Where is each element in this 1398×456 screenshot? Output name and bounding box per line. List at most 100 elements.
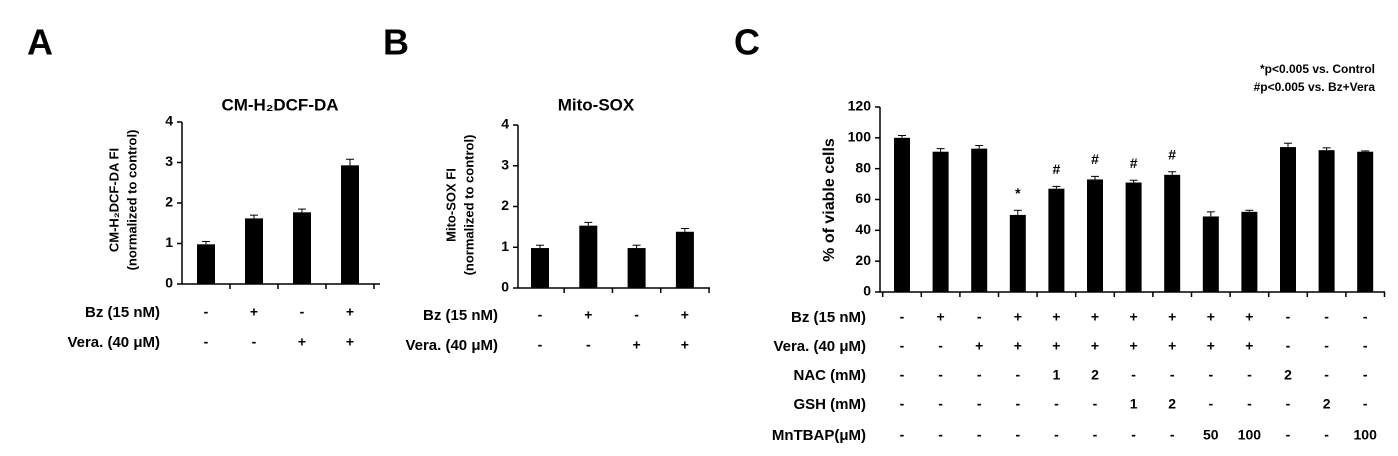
treatment-cell: - bbox=[1247, 396, 1252, 412]
treatment-cell: 1 bbox=[1130, 396, 1138, 412]
y-tick-label: 3 bbox=[501, 156, 509, 172]
treatment-cell: 1 bbox=[1053, 367, 1061, 383]
treatment-cell: + bbox=[681, 337, 689, 353]
y-tick-label: 40 bbox=[855, 221, 871, 237]
treatment-cell: 50 bbox=[1203, 427, 1219, 443]
bar bbox=[1318, 150, 1335, 292]
treatment-cell: - bbox=[204, 304, 209, 320]
treatment-cell: + bbox=[681, 307, 689, 323]
treatment-cell: 100 bbox=[1354, 427, 1378, 443]
y-tick-label: 0 bbox=[863, 283, 871, 299]
y-axis-label: % of viable cells bbox=[821, 138, 838, 262]
bar bbox=[971, 148, 988, 292]
treatment-cell: - bbox=[1286, 427, 1291, 443]
treatment-cell: - bbox=[938, 367, 943, 383]
y-tick-label: 1 bbox=[501, 238, 509, 254]
treatment-cell: - bbox=[252, 334, 257, 350]
treatment-cell: - bbox=[900, 396, 905, 412]
treatment-cell: - bbox=[1208, 396, 1213, 412]
treatment-cell: - bbox=[1131, 367, 1136, 383]
treatment-cell: - bbox=[1324, 427, 1329, 443]
bar bbox=[1048, 188, 1065, 292]
bar bbox=[293, 212, 311, 284]
treatment-cell: + bbox=[1130, 338, 1138, 354]
y-tick-label: 120 bbox=[848, 98, 872, 114]
treatment-cell: + bbox=[1014, 309, 1022, 325]
y-axis-label: CM-H₂DCF-DA FI bbox=[106, 148, 121, 252]
treatment-cell: - bbox=[1363, 338, 1368, 354]
y-tick-label: 4 bbox=[501, 116, 509, 132]
significance-marker: # bbox=[1091, 151, 1099, 167]
significance-marker: # bbox=[1130, 155, 1138, 171]
treatment-cell: + bbox=[1052, 338, 1060, 354]
treatment-label: MnTBAP(μM) bbox=[772, 427, 866, 444]
treatment-cell: - bbox=[1286, 338, 1291, 354]
panel-letter: A bbox=[27, 22, 53, 63]
bar bbox=[579, 225, 598, 288]
bar bbox=[245, 218, 263, 284]
treatment-cell: - bbox=[1054, 427, 1059, 443]
treatment-cell: + bbox=[975, 338, 983, 354]
treatment-cell: - bbox=[634, 307, 639, 323]
treatment-cell: - bbox=[938, 338, 943, 354]
y-tick-label: 0 bbox=[165, 275, 173, 291]
treatment-cell: - bbox=[1324, 338, 1329, 354]
treatment-cell: - bbox=[977, 396, 982, 412]
y-axis-label: (normalized to control) bbox=[461, 135, 476, 276]
treatment-cell: - bbox=[1131, 427, 1136, 443]
treatment-cell: - bbox=[1247, 367, 1252, 383]
treatment-cell: + bbox=[1207, 338, 1215, 354]
treatment-cell: + bbox=[1245, 338, 1253, 354]
significance-marker: # bbox=[1168, 146, 1176, 162]
bar bbox=[1202, 216, 1219, 292]
bar bbox=[1009, 214, 1026, 292]
treatment-cell: + bbox=[250, 304, 258, 320]
treatment-cell: - bbox=[204, 334, 209, 350]
y-tick-label: 60 bbox=[855, 190, 871, 206]
treatment-cell: - bbox=[1363, 396, 1368, 412]
bar bbox=[1280, 147, 1296, 292]
panel-title: Mito-SOX bbox=[558, 95, 635, 114]
treatment-cell: + bbox=[346, 304, 354, 320]
legend-entry: #p<0.005 vs. Bz+Vera bbox=[1254, 80, 1376, 94]
treatment-label: Vera. (40 μM) bbox=[67, 334, 160, 351]
y-tick-label: 4 bbox=[165, 113, 173, 129]
treatment-cell: - bbox=[1324, 367, 1329, 383]
panel-title: CM-H₂DCF-DA bbox=[221, 95, 338, 114]
panel: B Mito-SOX Mito-SOX FI (normalized to contr… bbox=[383, 22, 710, 354]
treatment-cell: - bbox=[1363, 309, 1368, 325]
treatment-cell: + bbox=[1168, 338, 1176, 354]
treatment-cell: + bbox=[1052, 309, 1060, 325]
y-tick-label: 1 bbox=[165, 234, 173, 250]
treatment-label: Bz (15 nM) bbox=[791, 309, 866, 326]
bar bbox=[894, 137, 910, 292]
treatment-cell: 100 bbox=[1238, 427, 1262, 443]
treatment-cell: - bbox=[1363, 367, 1368, 383]
y-tick-label: 20 bbox=[855, 252, 871, 268]
bar bbox=[1241, 211, 1258, 292]
treatment-cell: + bbox=[633, 337, 641, 353]
significance-marker: * bbox=[1015, 185, 1021, 201]
treatment-cell: - bbox=[977, 309, 982, 325]
treatment-cell: - bbox=[1015, 396, 1020, 412]
y-tick-label: 3 bbox=[165, 153, 173, 169]
treatment-cell: - bbox=[586, 337, 591, 353]
treatment-cell: + bbox=[1091, 338, 1099, 354]
treatment-cell: - bbox=[1170, 367, 1175, 383]
treatment-label: Bz (15 nM) bbox=[85, 304, 160, 321]
bar bbox=[932, 151, 949, 292]
y-tick-label: 100 bbox=[848, 129, 872, 145]
treatment-cell: - bbox=[938, 427, 943, 443]
bar bbox=[1164, 174, 1181, 292]
treatment-cell: 2 bbox=[1284, 367, 1292, 383]
treatment-cell: + bbox=[1168, 309, 1176, 325]
bar bbox=[675, 231, 694, 288]
treatment-cell: - bbox=[1286, 396, 1291, 412]
treatment-label: NAC (mM) bbox=[794, 367, 867, 384]
treatment-label: Bz (15 nM) bbox=[423, 307, 498, 324]
treatment-cell: - bbox=[1093, 427, 1098, 443]
treatment-cell: - bbox=[977, 427, 982, 443]
treatment-cell: - bbox=[1054, 396, 1059, 412]
treatment-cell: - bbox=[900, 427, 905, 443]
treatment-cell: + bbox=[298, 334, 306, 350]
